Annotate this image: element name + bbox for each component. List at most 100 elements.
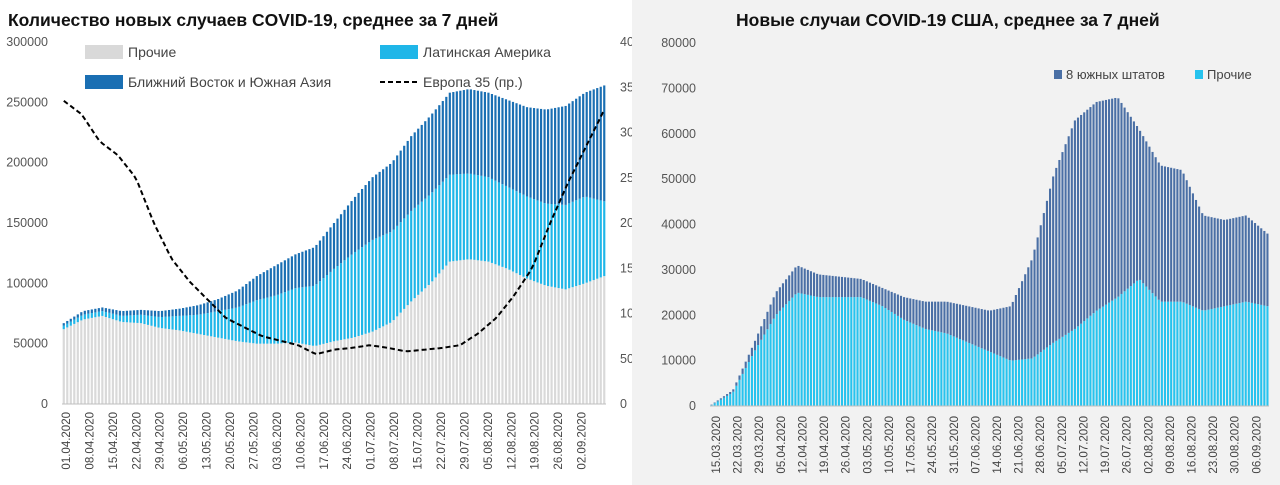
x-tick-label: 06.09.2020	[1251, 416, 1263, 474]
bar-others	[1194, 307, 1198, 406]
bar-8-southern-states	[850, 277, 853, 298]
x-tick-label: 31.05.2020	[949, 416, 961, 474]
bar-8-southern-states	[1142, 136, 1145, 284]
bar-others	[828, 297, 831, 406]
bar-middle-east-south-asia	[178, 308, 181, 316]
bar-others	[378, 328, 381, 404]
bar-middle-east-south-asia	[259, 274, 262, 300]
bar-middle-east-south-asia	[582, 93, 585, 198]
bar-latin-america	[410, 210, 413, 302]
bar-others	[571, 287, 574, 404]
bar-8-southern-states	[781, 283, 785, 308]
bar-8-southern-states	[1076, 117, 1080, 327]
bar-latin-america	[224, 309, 227, 339]
bar-others	[554, 287, 557, 404]
bar-others	[462, 259, 465, 404]
bar-middle-east-south-asia	[185, 307, 188, 316]
legend-label-latin-america: Латинская Америка	[423, 44, 551, 60]
bar-others	[83, 319, 86, 404]
bar-others	[1216, 307, 1219, 406]
bar-others	[726, 395, 729, 406]
bar-8-southern-states	[1017, 288, 1021, 360]
bar-others	[881, 306, 884, 406]
bar-others	[592, 280, 595, 404]
bar-others	[806, 294, 809, 406]
bar-8-southern-states	[971, 307, 974, 345]
bar-others	[785, 304, 788, 406]
bar-others	[231, 340, 234, 404]
bar-latin-america	[568, 203, 571, 289]
bar-middle-east-south-asia	[596, 88, 599, 200]
bar-others	[924, 328, 927, 406]
bar-others	[557, 288, 560, 404]
y2-tick-label: 0	[620, 397, 627, 411]
bar-8-southern-states	[1235, 217, 1238, 304]
bar-others	[146, 324, 150, 404]
bar-others	[129, 322, 132, 404]
bar-latin-america	[294, 288, 297, 343]
bar-8-southern-states	[716, 400, 719, 402]
bar-8-southern-states	[822, 274, 825, 298]
bar-8-southern-states	[1145, 141, 1148, 287]
bars-group	[710, 97, 1269, 406]
bar-middle-east-south-asia	[346, 205, 350, 258]
bar-others	[189, 332, 192, 404]
bar-latin-america	[494, 180, 497, 265]
bar-latin-america	[132, 315, 136, 323]
bar-others	[958, 339, 962, 406]
bar-others	[1241, 302, 1244, 406]
bar-middle-east-south-asia	[234, 291, 237, 308]
bar-middle-east-south-asia	[129, 310, 132, 316]
bar-others	[778, 310, 781, 406]
bar-others	[1176, 301, 1179, 406]
bar-others	[744, 367, 747, 406]
bar-others	[875, 303, 878, 406]
bar-8-southern-states	[943, 301, 946, 333]
bar-others	[990, 352, 993, 406]
bar-others	[1232, 304, 1235, 406]
bar-8-southern-states	[899, 295, 903, 318]
x-tick-label: 26.04.2020	[841, 416, 853, 474]
bar-others	[575, 286, 578, 404]
bar-others	[1139, 279, 1142, 406]
bar-others	[315, 345, 318, 404]
bar-others	[508, 269, 511, 404]
bar-8-southern-states	[1036, 237, 1039, 355]
bar-latin-america	[466, 173, 469, 260]
bar-others	[1052, 342, 1055, 406]
bar-others	[1198, 308, 1201, 406]
bar-8-southern-states	[1108, 99, 1111, 303]
bar-middle-east-south-asia	[385, 166, 388, 234]
bar-others	[1185, 303, 1188, 406]
bar-8-southern-states	[1052, 176, 1055, 343]
bar-8-southern-states	[769, 304, 772, 324]
bar-others	[497, 265, 501, 404]
right-chart-title: Новые случаи COVID-19 США, среднее за 7 …	[736, 10, 1160, 30]
right-chart-svg: 0 10000 20000 30000 40000 50000 60000 70000 8000…	[661, 36, 1269, 474]
bar-middle-east-south-asia	[371, 177, 374, 240]
bar-8-southern-states	[840, 276, 844, 298]
bar-others	[1083, 321, 1086, 406]
bar-others	[906, 321, 909, 406]
bar-latin-america	[564, 204, 567, 290]
bar-latin-america	[241, 305, 244, 342]
bar-middle-east-south-asia	[547, 109, 550, 204]
bar-latin-america	[476, 175, 479, 261]
bar-middle-east-south-asia	[413, 132, 416, 208]
bar-middle-east-south-asia	[280, 262, 283, 294]
x-tick-label: 20.05.2020	[225, 412, 237, 470]
bar-latin-america	[406, 214, 409, 306]
bar-8-southern-states	[1238, 216, 1241, 304]
bar-others	[735, 385, 738, 406]
bar-others	[343, 339, 346, 404]
bar-8-southern-states	[1210, 217, 1213, 309]
bar-latin-america	[178, 315, 181, 331]
bar-8-southern-states	[865, 281, 868, 300]
bar-latin-america	[571, 201, 574, 288]
legend-label-others: Прочие	[128, 44, 176, 60]
x-tick-label: 16.08.2020	[1187, 416, 1199, 474]
bar-8-southern-states	[1070, 128, 1073, 331]
bar-others	[104, 317, 107, 404]
legend: 8 южных штатов Прочие	[1054, 67, 1252, 82]
bar-middle-east-south-asia	[368, 181, 371, 243]
